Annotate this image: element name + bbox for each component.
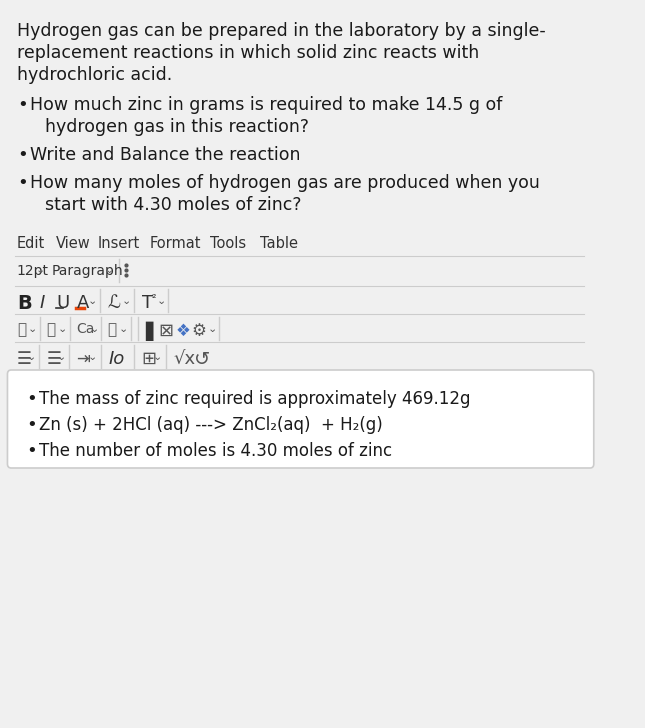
Text: Tools: Tools — [210, 236, 246, 251]
Text: ⌄: ⌄ — [57, 352, 66, 362]
Text: •: • — [17, 96, 28, 114]
Text: Format: Format — [150, 236, 201, 251]
Text: ⊞: ⊞ — [141, 350, 156, 368]
Text: ℒ: ℒ — [107, 294, 121, 312]
Text: Table: Table — [259, 236, 297, 251]
Text: ⌄: ⌄ — [35, 265, 45, 275]
Text: How many moles of hydrogen gas are produced when you: How many moles of hydrogen gas are produ… — [30, 174, 540, 192]
Text: ⛓: ⛓ — [17, 322, 26, 337]
Text: Io: Io — [108, 350, 124, 368]
Text: replacement reactions in which solid zinc reacts with: replacement reactions in which solid zin… — [17, 44, 479, 62]
Text: ⌄: ⌄ — [119, 324, 128, 334]
Text: Zn (s) + 2HCl (aq) ---> ZnCl₂(aq)  + H₂(g): Zn (s) + 2HCl (aq) ---> ZnCl₂(aq) + H₂(g… — [39, 416, 383, 434]
Text: ⌄: ⌄ — [153, 352, 163, 362]
Text: I: I — [39, 294, 45, 312]
Text: ⚙: ⚙ — [192, 322, 206, 340]
Text: ↺: ↺ — [194, 350, 210, 369]
Text: View: View — [56, 236, 91, 251]
Text: ⌄: ⌄ — [28, 324, 37, 334]
Text: hydrochloric acid.: hydrochloric acid. — [17, 66, 172, 84]
Text: 12pt: 12pt — [17, 264, 49, 278]
Text: U: U — [56, 294, 69, 312]
Text: How much zinc in grams is required to make 14.5 g of: How much zinc in grams is required to ma… — [30, 96, 502, 114]
FancyBboxPatch shape — [8, 370, 594, 468]
Text: •: • — [26, 442, 37, 460]
Text: A: A — [77, 294, 89, 312]
Text: Write and Balance the reaction: Write and Balance the reaction — [30, 146, 301, 164]
Text: ⌄: ⌄ — [157, 296, 166, 306]
Text: ⇥: ⇥ — [77, 350, 90, 368]
Text: Edit: Edit — [17, 236, 45, 251]
Text: ⌄: ⌄ — [88, 352, 97, 362]
Text: ⌄: ⌄ — [88, 296, 97, 306]
Text: √x: √x — [174, 350, 196, 368]
Text: The mass of zinc required is approximately 469.12g: The mass of zinc required is approximate… — [39, 390, 471, 408]
Text: Paragraph: Paragraph — [52, 264, 123, 278]
Text: ²: ² — [151, 294, 155, 304]
Text: ⊠: ⊠ — [159, 322, 174, 340]
Text: Hydrogen gas can be prepared in the laboratory by a single-: Hydrogen gas can be prepared in the labo… — [17, 22, 546, 40]
Text: •: • — [26, 390, 37, 408]
Text: ⌄: ⌄ — [58, 324, 67, 334]
Text: Ca: Ca — [77, 322, 95, 336]
Text: T: T — [142, 294, 153, 312]
Text: ⌄: ⌄ — [207, 324, 217, 334]
Text: ⌄: ⌄ — [90, 324, 99, 334]
Text: ⎘: ⎘ — [107, 322, 117, 337]
Text: B: B — [17, 294, 32, 313]
Text: ⛶: ⛶ — [46, 322, 56, 337]
Text: hydrogen gas in this reaction?: hydrogen gas in this reaction? — [45, 118, 309, 136]
Text: ☰: ☰ — [17, 350, 32, 368]
Text: ⌄: ⌄ — [27, 352, 37, 362]
Text: The number of moles is 4.30 moles of zinc: The number of moles is 4.30 moles of zin… — [39, 442, 392, 460]
Text: ▌: ▌ — [144, 322, 160, 341]
Text: ☰: ☰ — [46, 350, 61, 368]
Text: Insert: Insert — [98, 236, 140, 251]
Text: •: • — [26, 416, 37, 434]
Text: ⌄: ⌄ — [104, 265, 114, 275]
FancyBboxPatch shape — [0, 0, 602, 728]
Text: •: • — [17, 146, 28, 164]
Text: •: • — [17, 174, 28, 192]
Text: ❖: ❖ — [175, 322, 190, 340]
Text: ⌄: ⌄ — [121, 296, 131, 306]
Text: start with 4.30 moles of zinc?: start with 4.30 moles of zinc? — [45, 196, 301, 214]
